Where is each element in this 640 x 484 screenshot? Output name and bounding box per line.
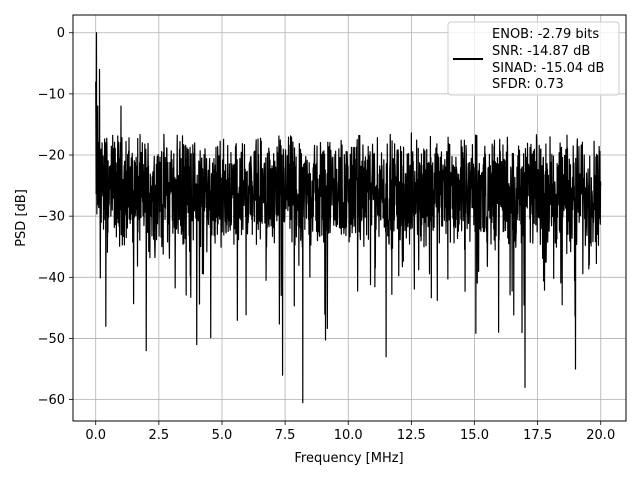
axes-frame (72, 14, 627, 422)
y-tick-label: −40 (38, 271, 65, 286)
legend: ENOB: -2.79 bits SNR: -14.87 dB SINAD: -… (447, 21, 620, 96)
x-tick-label: 17.5 (523, 428, 552, 443)
x-tick-label: 2.5 (149, 428, 170, 443)
y-tick-label: 0 (57, 26, 65, 41)
x-tick-label: 10.0 (334, 428, 363, 443)
x-tick-label: 12.5 (397, 428, 426, 443)
y-tick-label: −30 (38, 210, 65, 225)
legend-box (447, 21, 620, 96)
psd-series-line (95, 32, 602, 404)
x-tick-label: 7.5 (275, 428, 296, 443)
x-tick-label: 15.0 (460, 428, 489, 443)
y-axis-label: PSD [dB] (14, 189, 29, 247)
x-tick-label: 0.0 (85, 428, 106, 443)
legend-entry-sfdr: SFDR: 0.73 (492, 77, 564, 92)
y-tick-label: −50 (38, 332, 65, 347)
x-axis-label: Frequency [MHz] (294, 451, 403, 466)
series-layer (95, 32, 602, 404)
legend-entry-enob: ENOB: -2.79 bits (492, 27, 599, 42)
x-tick-label: 20.0 (586, 428, 615, 443)
x-tick-label: 5.0 (212, 428, 233, 443)
legend-entry-snr: SNR: -14.87 dB (492, 44, 590, 59)
y-tick-label: −60 (38, 393, 65, 408)
y-tick-label: −10 (38, 87, 65, 102)
tick-layer: 0.0 2.5 5.0 7.5 10.0 12.5 15.0 17.5 20.0 0 −10 −20 −… (38, 26, 616, 443)
legend-entry-sinad: SINAD: -15.04 dB (492, 61, 604, 76)
y-tick-label: −20 (38, 149, 65, 164)
